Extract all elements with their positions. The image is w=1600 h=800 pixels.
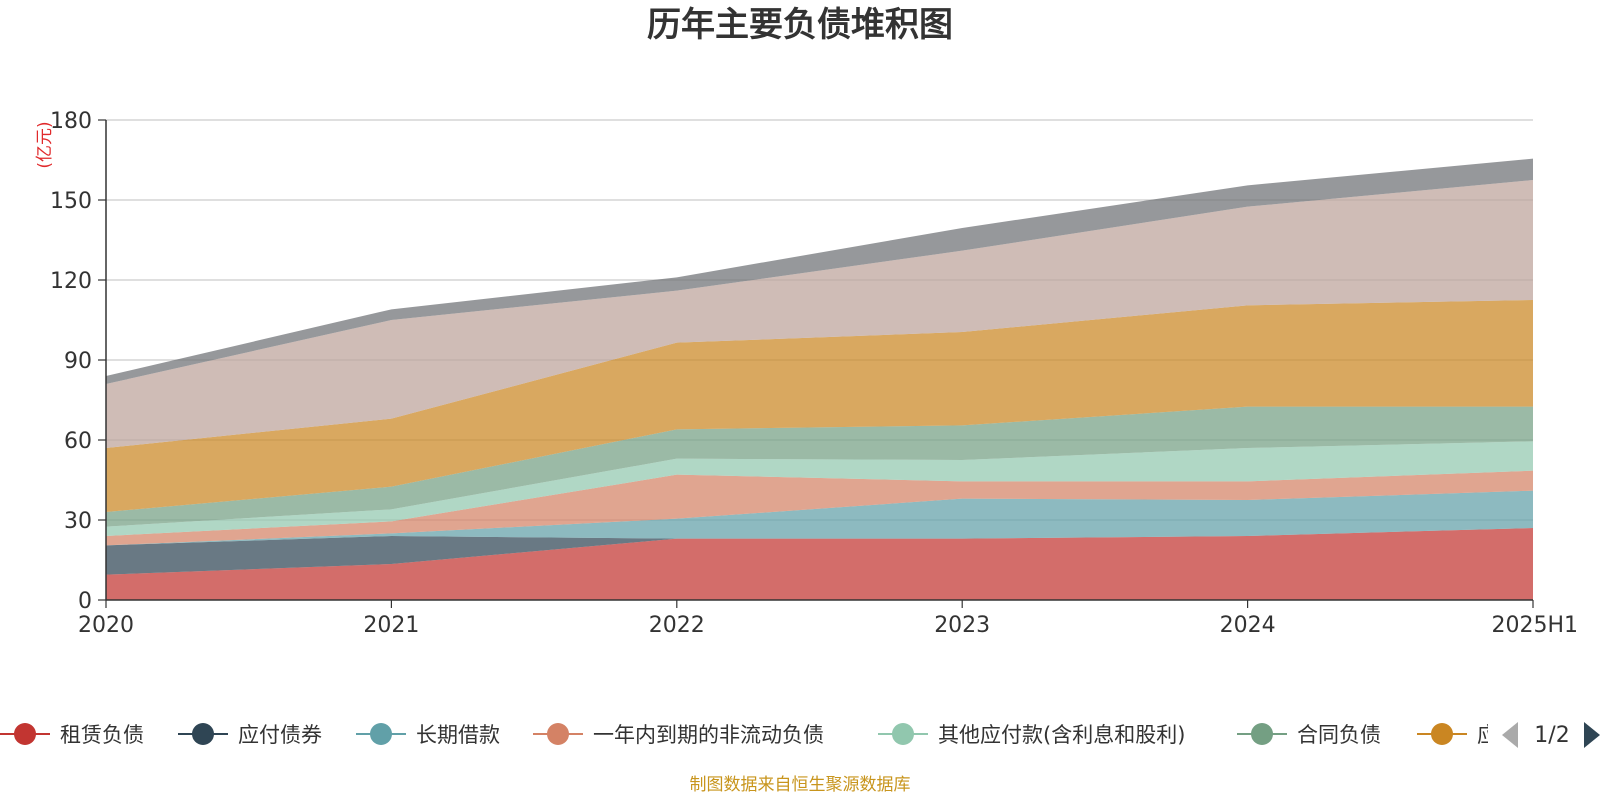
- legend-item[interactable]: 一年内到期的非流动负债: [533, 723, 824, 747]
- legend-marker: [370, 723, 392, 745]
- area-series: [106, 158, 1533, 600]
- area-series-4[interactable]: [106, 470, 1533, 546]
- legend-item[interactable]: 合同负债: [1237, 723, 1381, 747]
- y-tick-label: 180: [50, 109, 92, 134]
- y-tick-label: 150: [50, 189, 92, 214]
- legend-marker: [1431, 723, 1453, 745]
- legend-label: 租赁负债: [60, 723, 144, 747]
- legend-label: 合同负债: [1297, 723, 1381, 747]
- legend-item[interactable]: 租赁负债: [0, 723, 144, 747]
- legend-label: 应付债券: [238, 723, 322, 747]
- x-tick-label: 2020: [78, 613, 134, 638]
- area-series-7[interactable]: [106, 300, 1533, 512]
- legend-item[interactable]: 其他应付款(含利息和股利): [878, 723, 1185, 747]
- legend-label: 应付账款: [1477, 723, 1561, 747]
- chart-title: 历年主要负债堆积图: [647, 5, 953, 45]
- area-series-5[interactable]: [106, 441, 1533, 536]
- x-tick-label: 2025H1: [1491, 613, 1578, 638]
- y-tick-label: 30: [64, 509, 92, 534]
- area-series-8[interactable]: [106, 180, 1533, 448]
- legend-marker: [14, 723, 36, 745]
- legend-item[interactable]: 应付账款: [1417, 723, 1561, 747]
- legend-label: 一年内到期的非流动负债: [593, 723, 824, 747]
- legend-item[interactable]: 应付债券: [178, 723, 322, 747]
- prev-page-icon[interactable]: [1502, 722, 1518, 748]
- legend-pager: 1/2: [1502, 722, 1600, 748]
- legend-marker: [892, 723, 914, 745]
- x-tick-label: 2024: [1220, 613, 1276, 638]
- area-series-3[interactable]: [106, 490, 1533, 546]
- x-tick-label: 2023: [934, 613, 990, 638]
- y-tick-label: 120: [50, 269, 92, 294]
- legend-page-indicator: 1/2: [1534, 723, 1569, 748]
- legend-marker: [1251, 723, 1273, 745]
- area-series-1[interactable]: [106, 528, 1533, 600]
- area-series-2[interactable]: [106, 528, 1533, 575]
- data-source-note: 制图数据来自恒生聚源数据库: [690, 775, 911, 795]
- legend: 租赁负债 应付债券 长期借款 一年内到期的非流动负债 其他应付款(含利息和股利) 合同负债…: [0, 723, 1561, 747]
- legend-marker: [192, 723, 214, 745]
- legend-label: 长期借款: [416, 723, 500, 747]
- legend-label: 其他应付款(含利息和股利): [938, 723, 1185, 747]
- y-tick-label: 0: [78, 589, 92, 614]
- axes: 0 30 60 90 120 150 180 2020 2021 2022 2023 2024 2025…: [50, 109, 1578, 638]
- area-series-9[interactable]: [106, 158, 1533, 384]
- legend-items: 租赁负债 应付债券 长期借款 一年内到期的非流动负债 其他应付款(含利息和股利) 合同负债…: [0, 723, 1561, 747]
- legend-marker: [547, 723, 569, 745]
- y-axis-unit: (亿元): [35, 121, 55, 168]
- legend-item[interactable]: 长期借款: [356, 723, 500, 747]
- next-page-icon[interactable]: [1584, 722, 1600, 748]
- x-tick-label: 2022: [649, 613, 705, 638]
- y-tick-label: 60: [64, 429, 92, 454]
- x-tick-label: 2021: [363, 613, 419, 638]
- area-series-6[interactable]: [106, 406, 1533, 527]
- y-tick-label: 90: [64, 349, 92, 374]
